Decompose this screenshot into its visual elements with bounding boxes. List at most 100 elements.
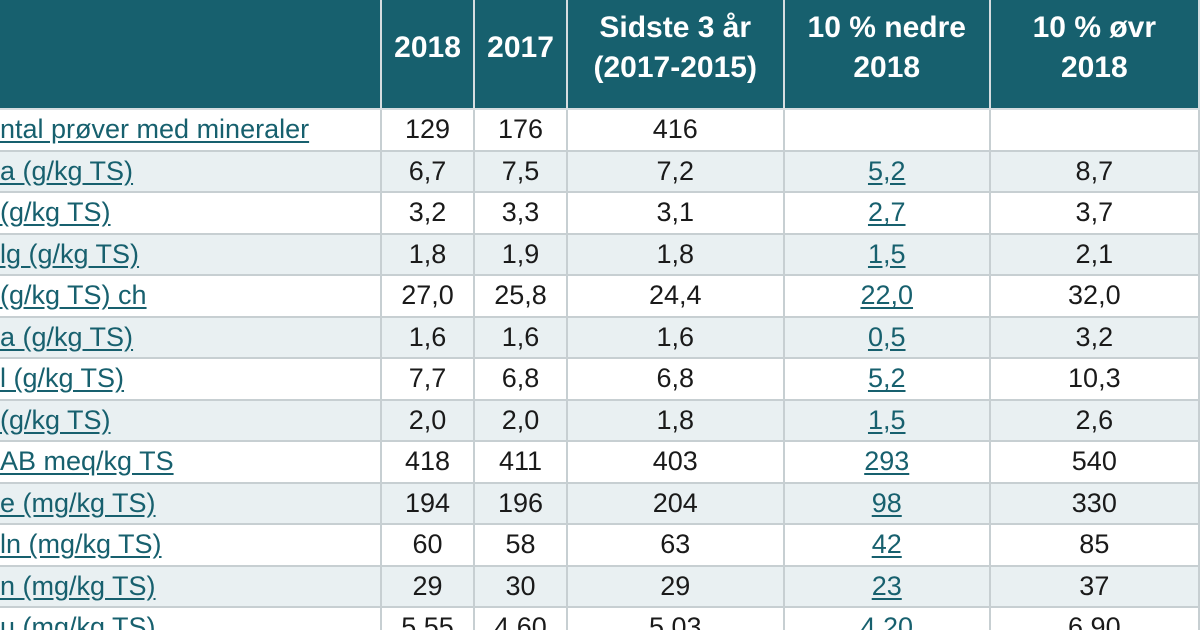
cell-2017: 58 xyxy=(474,524,568,567)
cell-lower: 98 xyxy=(783,482,991,525)
cell-lower-link[interactable]: 5,2 xyxy=(867,363,906,394)
cell-lower-link[interactable]: 42 xyxy=(871,529,902,560)
cell-lower-link[interactable]: 1,5 xyxy=(867,404,906,435)
cell-2017: 30 xyxy=(474,565,568,608)
cell-lower xyxy=(783,109,991,152)
cell-lower-link[interactable]: 2,7 xyxy=(867,197,906,228)
cell-2018: 3,2 xyxy=(380,192,476,235)
row-label-cell[interactable]: a (g/kg TS) xyxy=(0,150,382,193)
table-header: 2018 2017 Sidste 3 år (2017-2015) 10 % n… xyxy=(0,0,1200,110)
cell-upper: 37 xyxy=(989,565,1200,608)
cell-2018: 5,55 xyxy=(380,607,476,630)
cell-lower: 1,5 xyxy=(783,399,991,442)
cell-3yr: 1,8 xyxy=(566,399,785,442)
row-label-link[interactable]: e (mg/kg TS) xyxy=(0,487,156,518)
table-row: a (g/kg TS) 6,7 7,5 7,2 5,2 8,7 xyxy=(0,150,1200,193)
cell-lower: 0,5 xyxy=(783,316,991,359)
header-last-3-years-line1: Sidste 3 år xyxy=(599,11,752,44)
cell-2017: 3,3 xyxy=(474,192,568,235)
cell-upper: 10,3 xyxy=(989,358,1200,401)
cell-2017: 7,5 xyxy=(474,150,568,193)
cell-lower: 23 xyxy=(783,565,991,608)
cell-lower: 2,7 xyxy=(783,192,991,235)
cell-2017: 176 xyxy=(474,109,568,152)
cell-lower-link[interactable]: 293 xyxy=(864,446,910,477)
header-upper-10-percent-line2: 2018 xyxy=(1060,51,1128,84)
row-label-link[interactable]: a (g/kg TS) xyxy=(0,155,134,186)
row-label-cell[interactable]: (g/kg TS) ch xyxy=(0,275,382,318)
row-label-cell[interactable]: e (mg/kg TS) xyxy=(0,482,382,525)
row-label-cell[interactable]: u (mg/kg TS) xyxy=(0,607,382,630)
header-upper-10-percent-line1: 10 % øvr xyxy=(1032,11,1157,44)
cell-3yr: 204 xyxy=(566,482,785,525)
cell-2018: 129 xyxy=(380,109,476,152)
cell-2017: 196 xyxy=(474,482,568,525)
cell-lower-link[interactable]: 1,5 xyxy=(867,238,906,269)
row-label-cell[interactable]: (g/kg TS) xyxy=(0,192,382,235)
row-label-cell[interactable]: a (g/kg TS) xyxy=(0,316,382,359)
table-row: l (g/kg TS) 7,7 6,8 6,8 5,2 10,3 xyxy=(0,358,1200,401)
cell-upper: 330 xyxy=(989,482,1200,525)
cell-3yr: 1,8 xyxy=(566,233,785,276)
cell-2017: 411 xyxy=(474,441,568,484)
row-label-link[interactable]: lg (g/kg TS) xyxy=(0,238,140,269)
row-label-cell[interactable]: ntal prøver med mineraler xyxy=(0,109,382,152)
cell-lower: 4,20 xyxy=(783,607,991,630)
row-label-link[interactable]: a (g/kg TS) xyxy=(0,321,134,352)
header-row: 2018 2017 Sidste 3 år (2017-2015) 10 % n… xyxy=(0,0,1200,110)
cell-upper: 32,0 xyxy=(989,275,1200,318)
header-last-3-years-line2: (2017-2015) xyxy=(593,51,757,84)
header-lower-10-percent-line2: 2018 xyxy=(853,51,921,84)
row-label-link[interactable]: l (g/kg TS) xyxy=(0,363,125,394)
cell-3yr: 416 xyxy=(566,109,785,152)
row-label-link[interactable]: ntal prøver med mineraler xyxy=(0,114,310,145)
header-upper-10-percent: 10 % øvr 2018 xyxy=(989,0,1200,110)
table-row: n (mg/kg TS) 29 30 29 23 37 xyxy=(0,565,1200,608)
cell-2017: 1,9 xyxy=(474,233,568,276)
row-label-link[interactable]: (g/kg TS) ch xyxy=(0,280,147,311)
row-label-cell[interactable]: n (mg/kg TS) xyxy=(0,565,382,608)
row-label-link[interactable]: n (mg/kg TS) xyxy=(0,570,156,601)
row-label-link[interactable]: ln (mg/kg TS) xyxy=(0,529,162,560)
row-label-cell[interactable]: AB meq/kg TS xyxy=(0,441,382,484)
cell-2018: 6,7 xyxy=(380,150,476,193)
cell-2018: 1,8 xyxy=(380,233,476,276)
cell-lower-link[interactable]: 4,20 xyxy=(860,612,914,630)
cell-upper: 3,2 xyxy=(989,316,1200,359)
cell-lower-link[interactable]: 5,2 xyxy=(867,155,906,186)
cell-lower: 42 xyxy=(783,524,991,567)
row-label-cell[interactable]: ln (mg/kg TS) xyxy=(0,524,382,567)
header-lower-10-percent-line1: 10 % nedre xyxy=(807,11,966,44)
row-label-link[interactable]: AB meq/kg TS xyxy=(0,446,174,477)
cell-2017: 2,0 xyxy=(474,399,568,442)
row-label-link[interactable]: (g/kg TS) xyxy=(0,197,111,228)
cell-3yr: 3,1 xyxy=(566,192,785,235)
table-row: (g/kg TS) 2,0 2,0 1,8 1,5 2,6 xyxy=(0,399,1200,442)
cell-2017: 4,60 xyxy=(474,607,568,630)
header-2018: 2018 xyxy=(380,0,476,110)
header-2017-text: 2017 xyxy=(487,31,554,64)
table-row: e (mg/kg TS) 194 196 204 98 330 xyxy=(0,482,1200,525)
row-label-link[interactable]: u (mg/kg TS) xyxy=(0,612,156,630)
cell-lower-link[interactable]: 23 xyxy=(871,570,902,601)
cell-lower: 22,0 xyxy=(783,275,991,318)
table-row: AB meq/kg TS 418 411 403 293 540 xyxy=(0,441,1200,484)
row-label-cell[interactable]: lg (g/kg TS) xyxy=(0,233,382,276)
cell-3yr: 29 xyxy=(566,565,785,608)
header-2017: 2017 xyxy=(474,0,568,110)
header-lower-10-percent: 10 % nedre 2018 xyxy=(783,0,991,110)
cell-lower-link[interactable]: 22,0 xyxy=(860,280,914,311)
cell-lower: 1,5 xyxy=(783,233,991,276)
cell-3yr: 24,4 xyxy=(566,275,785,318)
cell-3yr: 6,8 xyxy=(566,358,785,401)
cell-lower-link[interactable]: 0,5 xyxy=(867,321,906,352)
cell-3yr: 63 xyxy=(566,524,785,567)
row-label-link[interactable]: (g/kg TS) xyxy=(0,404,111,435)
cell-lower-link[interactable]: 98 xyxy=(871,487,902,518)
cell-lower: 5,2 xyxy=(783,358,991,401)
cell-upper: 8,7 xyxy=(989,150,1200,193)
row-label-cell[interactable]: l (g/kg TS) xyxy=(0,358,382,401)
cell-2018: 418 xyxy=(380,441,476,484)
row-label-cell[interactable]: (g/kg TS) xyxy=(0,399,382,442)
table-row: u (mg/kg TS) 5,55 4,60 5,03 4,20 6,90 xyxy=(0,607,1200,630)
